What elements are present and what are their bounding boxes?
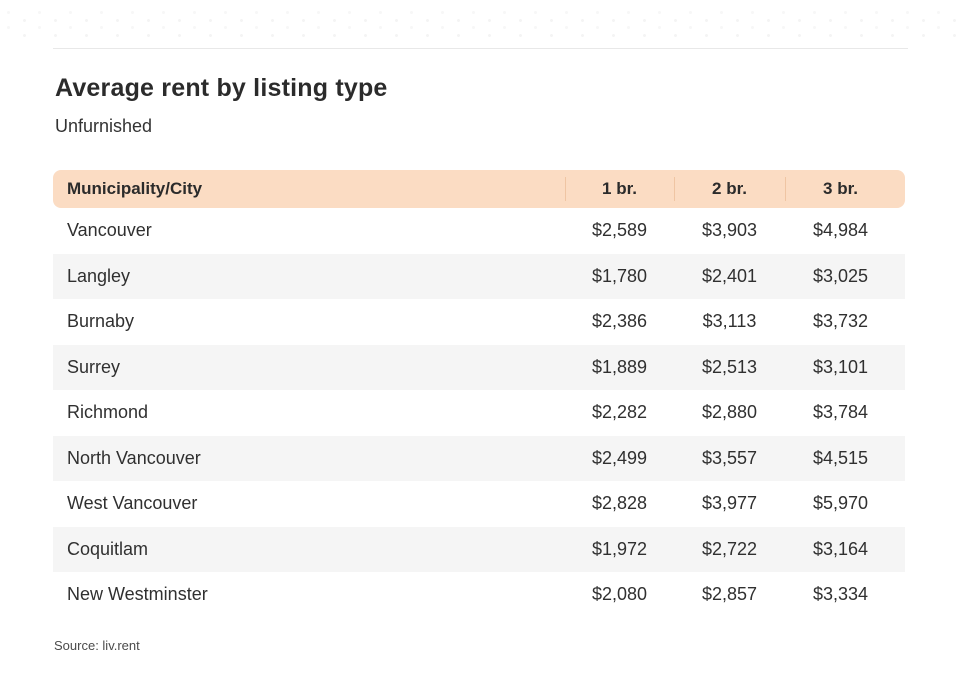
column-header-municipality: Municipality/City [53, 170, 565, 208]
rent-value-cell-2br: $2,857 [701, 584, 758, 605]
rent-value-cell-2br: $3,557 [674, 435, 785, 481]
rent-table: Municipality/City 1 br. 2 br. 3 br. Vanc… [53, 170, 905, 618]
top-divider [53, 48, 908, 49]
municipality-cell: North Vancouver [53, 435, 565, 481]
source-note: Source: liv.rent [54, 638, 140, 653]
rent-value-cell-2br: $2,513 [674, 344, 785, 390]
municipality-cell: Richmond [67, 402, 149, 423]
table-row: North Vancouver $2,499 $3,557 $4,515 [53, 435, 905, 481]
table-row: West Vancouver $2,828 $3,977 $5,970 [53, 481, 905, 527]
column-header-1br: 1 br. [565, 170, 674, 208]
municipality-cell: Coquitlam [53, 526, 565, 572]
table-row: New Westminster $2,080 $2,857 $3,334 [53, 572, 905, 618]
rent-value-cell-1br: $1,889 [565, 344, 674, 390]
rent-value-cell-1br: $2,080 [591, 584, 648, 605]
table-header-row: Municipality/City 1 br. 2 br. 3 br. [53, 170, 905, 208]
rent-value-cell-1br: $2,282 [591, 402, 648, 423]
table-row: Surrey $1,889 $2,513 $3,101 [53, 344, 905, 390]
watermark-pattern [0, 8, 960, 40]
table-row: Burnaby $2,386 $3,113 $3,732 [53, 299, 905, 345]
table-row: Langley $1,780 $2,401 $3,025 [53, 253, 905, 299]
table-row: Richmond $2,282 $2,880 $3,784 [53, 390, 905, 436]
column-header-3br: 3 br. [785, 170, 905, 208]
page-title: Average rent by listing type [55, 74, 388, 102]
table-body: Vancouver $2,589 $3,903 $4,984 Langley $… [53, 208, 905, 618]
column-header-2br: 2 br. [674, 170, 785, 208]
municipality-cell: New Westminster [67, 584, 208, 605]
municipality-cell: Surrey [53, 344, 565, 390]
rent-value-cell-2br: $2,401 [674, 253, 785, 299]
page-subtitle: Unfurnished [55, 116, 153, 136]
rent-value-cell-1br: $2,386 [591, 311, 648, 332]
municipality-cell: West Vancouver [67, 493, 198, 514]
rent-value-cell-3br: $3,101 [785, 344, 905, 390]
rent-value-cell-1br: $1,780 [565, 253, 674, 299]
rent-value-cell-2br: $2,880 [701, 402, 758, 423]
rent-value-cell-2br: $3,113 [702, 311, 757, 332]
rent-value-cell-1br: $2,589 [591, 220, 648, 241]
rent-value-cell-3br: $3,784 [812, 402, 869, 423]
rent-value-cell-1br: $2,828 [591, 493, 648, 514]
rent-value-cell-3br: $3,025 [785, 253, 905, 299]
rent-value-cell-2br: $3,903 [701, 220, 758, 241]
rent-value-cell-2br: $3,977 [701, 493, 758, 514]
rent-value-cell-3br: $3,732 [812, 311, 869, 332]
rent-value-cell-3br: $5,970 [812, 493, 869, 514]
rent-value-cell-3br: $4,515 [785, 435, 905, 481]
table-row: Coquitlam $1,972 $2,722 $3,164 [53, 526, 905, 572]
rent-value-cell-3br: $4,984 [812, 220, 869, 241]
municipality-cell: Langley [53, 253, 565, 299]
rent-value-cell-2br: $2,722 [674, 526, 785, 572]
rent-value-cell-3br: $3,334 [812, 584, 869, 605]
rent-value-cell-1br: $2,499 [565, 435, 674, 481]
municipality-cell: Burnaby [67, 311, 135, 332]
table-row: Vancouver $2,589 $3,903 $4,984 [53, 208, 905, 254]
rent-value-cell-1br: $1,972 [565, 526, 674, 572]
rent-value-cell-3br: $3,164 [785, 526, 905, 572]
municipality-cell: Vancouver [67, 220, 152, 241]
